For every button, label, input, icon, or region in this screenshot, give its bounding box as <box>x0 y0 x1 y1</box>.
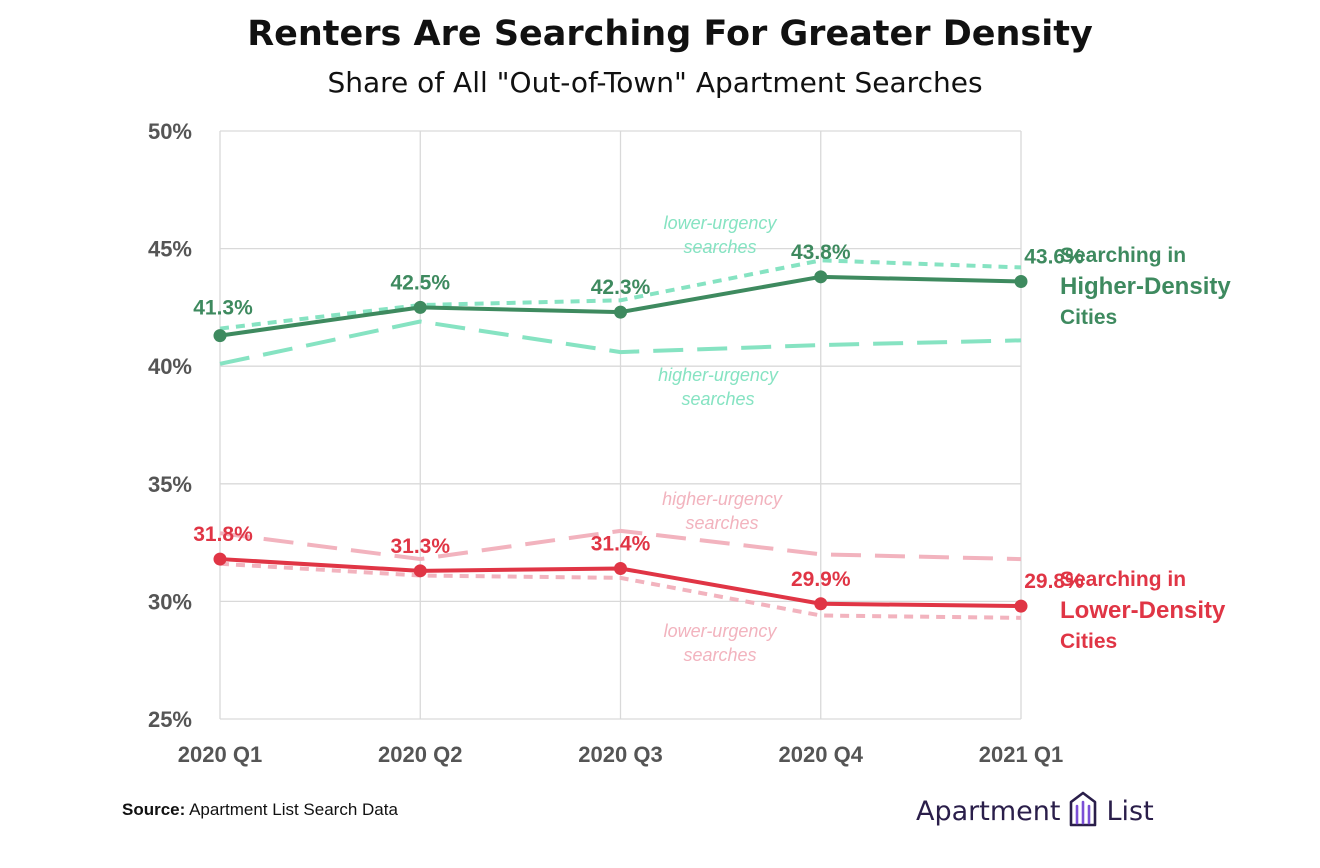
data-label-higher: 42.3% <box>591 276 651 299</box>
chart-title: Renters Are Searching For Greater Densit… <box>247 14 1093 54</box>
legend-higher-line2: Higher-Density <box>1060 273 1231 300</box>
data-point-higher <box>1014 275 1028 289</box>
legend-lower-line2: Lower-Density <box>1060 597 1226 624</box>
legend-higher-line1: Searching in <box>1060 244 1186 267</box>
data-label-lower: 29.8% <box>1024 570 1084 593</box>
chart-subtitle: Share of All "Out-of-Town" Apartment Sea… <box>327 66 983 99</box>
series-line-lower_high_urgency <box>219 528 1022 562</box>
data-label-lower: 31.8% <box>193 523 253 546</box>
data-point-lower <box>614 561 627 575</box>
data-point-lower <box>814 597 828 611</box>
y-tick-label: 35% <box>148 472 192 497</box>
annotation-lower_low_urgency: searches <box>683 645 756 665</box>
legend-lower-line1: Searching in <box>1060 568 1186 591</box>
x-tick-label: 2020 Q3 <box>578 742 662 767</box>
data-label-lower: 31.3% <box>390 535 450 558</box>
legend-lower-line3: Cities <box>1060 630 1117 653</box>
annotation-lower_high_urgency: searches <box>685 513 758 533</box>
data-point-lower <box>213 552 227 566</box>
x-tick-label: 2021 Q1 <box>979 742 1063 767</box>
source-text: Apartment List Search Data <box>189 800 398 819</box>
series-line-higher_high_urgency <box>219 319 1022 366</box>
y-tick-label: 50% <box>148 119 192 144</box>
y-tick-label: 40% <box>148 354 192 379</box>
legend-higher-line3: Cities <box>1060 306 1117 329</box>
annotation-higher_low_urgency: searches <box>683 237 756 257</box>
annotation-higher_high_urgency: higher-urgency <box>658 365 779 385</box>
data-point-lower <box>1014 599 1028 613</box>
data-label-higher: 43.6% <box>1024 246 1084 269</box>
source-label: Source: <box>122 800 186 819</box>
data-label-lower: 31.4% <box>591 532 651 555</box>
logo-word-apartment: Apartment <box>916 796 1061 827</box>
series-line-lower_low_urgency <box>219 561 1022 620</box>
data-point-higher <box>413 300 427 314</box>
series-line-higher_low_urgency <box>219 258 1022 331</box>
y-tick-label: 25% <box>148 707 192 732</box>
data-label-higher: 43.8% <box>791 241 851 264</box>
apartment-list-logo: Apartment List <box>916 790 1154 833</box>
x-tick-label: 2020 Q2 <box>378 742 462 767</box>
building-icon <box>1068 790 1098 833</box>
annotation-lower_high_urgency: higher-urgency <box>662 489 783 509</box>
data-point-higher <box>614 305 627 319</box>
y-tick-label: 30% <box>148 589 192 614</box>
logo-word-list: List <box>1106 796 1154 827</box>
annotation-higher_high_urgency: searches <box>681 389 754 409</box>
data-point-higher <box>814 270 828 284</box>
data-point-higher <box>213 329 227 343</box>
data-label-higher: 41.3% <box>193 297 253 320</box>
x-tick-label: 2020 Q1 <box>178 742 262 767</box>
annotation-higher_low_urgency: lower-urgency <box>664 213 778 233</box>
annotation-lower_low_urgency: lower-urgency <box>664 621 778 641</box>
data-point-lower <box>413 564 427 578</box>
source-note: Source: Apartment List Search Data <box>122 800 398 820</box>
data-label-lower: 29.9% <box>791 568 851 591</box>
x-tick-label: 2020 Q4 <box>779 742 864 767</box>
data-label-higher: 42.5% <box>390 271 450 294</box>
y-tick-label: 45% <box>148 237 192 262</box>
